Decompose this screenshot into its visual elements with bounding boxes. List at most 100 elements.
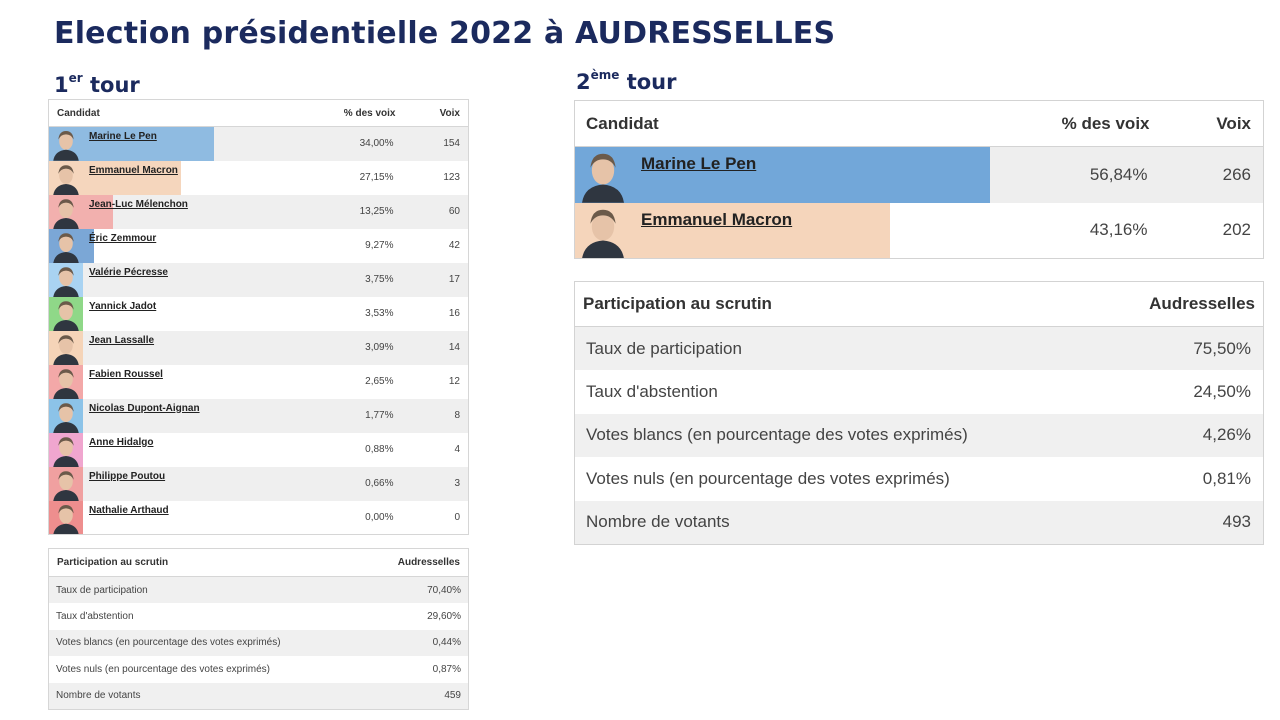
candidate-name-link[interactable]: Jean-Luc Mélenchon [89,198,188,210]
candidate-row: Fabien Roussel 2,65% 12 [48,364,469,399]
participation-row: Votes nuls (en pourcentage des votes exp… [48,656,469,683]
candidate-row: Éric Zemmour 9,27% 42 [48,228,469,263]
participation-label: Taux de participation [586,338,742,358]
candidate-votes: 60 [448,206,460,217]
portrait-emmanuel-macron-icon [49,160,83,195]
participation-value: 0,81% [1202,468,1251,488]
candidate-row: Jean-Luc Mélenchon 13,25% 60 [48,194,469,229]
candidate-name-link[interactable]: Marine Le Pen [89,131,157,142]
candidate-name-link[interactable]: Emmanuel Macron [89,164,178,176]
participation-row: Votes blancs (en pourcentage des votes e… [574,413,1264,457]
participation-header-label: Participation au scrutin [574,281,1095,327]
candidate-name-link[interactable]: Emmanuel Macron [641,209,793,229]
candidate-name-link[interactable]: Nicolas Dupont-Aignan [89,402,200,414]
portrait-valerie-pecresse-icon [49,262,83,297]
candidate-votes: 0 [454,511,460,523]
table-header-row: Candidat % des voix Voix [574,100,1264,147]
participation-row: Votes blancs (en pourcentage des votes e… [48,629,469,656]
candidate-row: Anne Hidalgo 0,88% 4 [48,432,469,467]
round2-participation-table: Participation au scrutin Audresselles Ta… [574,281,1264,545]
portrait-philippe-poutou-icon [49,466,83,501]
vote-share-bar [575,147,990,203]
candidate-cell: Valérie Pécresse [49,262,304,297]
participation-value: 29,60% [427,610,461,622]
candidate-cell: Nicolas Dupont-Aignan [49,398,304,433]
candidate-row: Philippe Poutou 0,66% 3 [48,466,469,501]
candidate-votes: 202 [1222,220,1251,240]
candidate-name-link[interactable]: Éric Zemmour [89,232,157,244]
round1-heading: 1er tour [54,71,140,97]
candidate-name-link[interactable]: Anne Hidalgo [89,436,154,448]
round2-heading-number: 2 [576,70,591,94]
candidate-votes: 12 [448,376,460,387]
candidate-name-link[interactable]: Philippe Poutou [89,470,166,482]
table-header-row: Participation au scrutin Audresselles [48,548,469,577]
participation-value: 24,50% [1193,381,1251,401]
candidate-pct: 0,88% [365,444,394,455]
candidate-name-link[interactable]: Fabien Roussel [89,368,163,380]
candidate-row: Emmanuel Macron 43,16% 202 [574,202,1264,259]
participation-label: Nombre de votants [586,512,730,531]
participation-row: Taux de participation 75,50% [574,326,1264,370]
portrait-marine-le-pen-icon [49,127,83,161]
candidate-votes: 14 [448,342,460,353]
candidate-name-link[interactable]: Valérie Pécresse [89,266,168,278]
candidate-pct: 3,75% [365,274,394,285]
round2-heading-suffix: ème [590,68,620,82]
round1-participation-table: Participation au scrutin Audresselles Ta… [48,548,469,710]
portrait-eric-zemmour-icon [49,228,83,263]
candidate-name-link[interactable]: Nathalie Arthaud [89,504,169,516]
participation-value: 459 [444,690,461,701]
column-header-votes: Voix [403,99,469,127]
table-header-row: Candidat % des voix Voix [48,99,469,127]
round2-heading-word: tour [626,70,677,94]
participation-header-place: Audresselles [1094,281,1264,327]
round1-results-table: Candidat % des voix Voix Marine Le Pen 34… [48,99,469,535]
page-title: Election présidentielle 2022 à AUDRESSEL… [54,16,836,51]
portrait-marine-le-pen-icon [575,147,631,203]
candidate-name-link[interactable]: Marine Le Pen [641,154,757,173]
candidate-pct: 3,53% [365,308,394,319]
candidate-cell: Jean-Luc Mélenchon [49,194,304,229]
portrait-fabien-roussel-icon [49,364,83,399]
candidate-pct: 34,00% [359,138,394,150]
candidate-name-link[interactable]: Jean Lassalle [89,334,155,346]
candidate-row: Nicolas Dupont-Aignan 1,77% 8 [48,398,469,433]
candidate-row: Marine Le Pen 34,00% 154 [48,126,469,161]
candidate-pct: 43,16% [1089,220,1148,240]
candidate-pct: 3,09% [365,342,394,353]
candidate-row: Yannick Jadot 3,53% 16 [48,296,469,331]
round1-heading-number: 1 [54,73,69,97]
portrait-nathalie-arthaud-icon [49,500,83,534]
portrait-jean-lassalle-icon [49,330,83,365]
participation-value: 493 [1222,512,1251,531]
portrait-emmanuel-macron-icon [575,202,631,258]
candidate-cell: Yannick Jadot [49,296,304,331]
candidate-cell: Jean Lassalle [49,330,304,365]
candidate-pct: 27,15% [359,172,394,183]
round1-heading-suffix: er [68,71,83,85]
candidate-votes: 154 [443,138,460,150]
round2-results-table: Candidat % des voix Voix Marine Le Pen 56… [574,100,1264,259]
participation-header-place: Audresselles [378,548,469,577]
participation-value: 0,44% [432,637,461,649]
candidate-cell: Nathalie Arthaud [49,500,304,535]
candidate-row: Nathalie Arthaud 0,00% 0 [48,500,469,535]
participation-value: 4,26% [1202,425,1251,445]
candidate-votes: 123 [443,172,460,183]
participation-row: Taux d'abstention 29,60% [48,603,469,630]
participation-label: Taux d'abstention [56,610,134,622]
candidate-cell: Marine Le Pen [49,127,304,161]
candidate-votes: 17 [448,274,460,285]
candidate-row: Emmanuel Macron 27,15% 123 [48,160,469,195]
participation-label: Votes nuls (en pourcentage des votes exp… [586,468,950,488]
candidate-pct: 13,25% [359,206,394,217]
candidate-name-link[interactable]: Yannick Jadot [89,300,157,312]
participation-value: 0,87% [432,663,461,675]
candidate-row: Jean Lassalle 3,09% 14 [48,330,469,365]
column-header-candidate: Candidat [574,100,991,147]
candidate-cell: Philippe Poutou [49,466,304,501]
table-header-row: Participation au scrutin Audresselles [574,281,1264,327]
column-header-pct: % des voix [990,100,1162,147]
participation-label: Votes nuls (en pourcentage des votes exp… [56,663,271,675]
